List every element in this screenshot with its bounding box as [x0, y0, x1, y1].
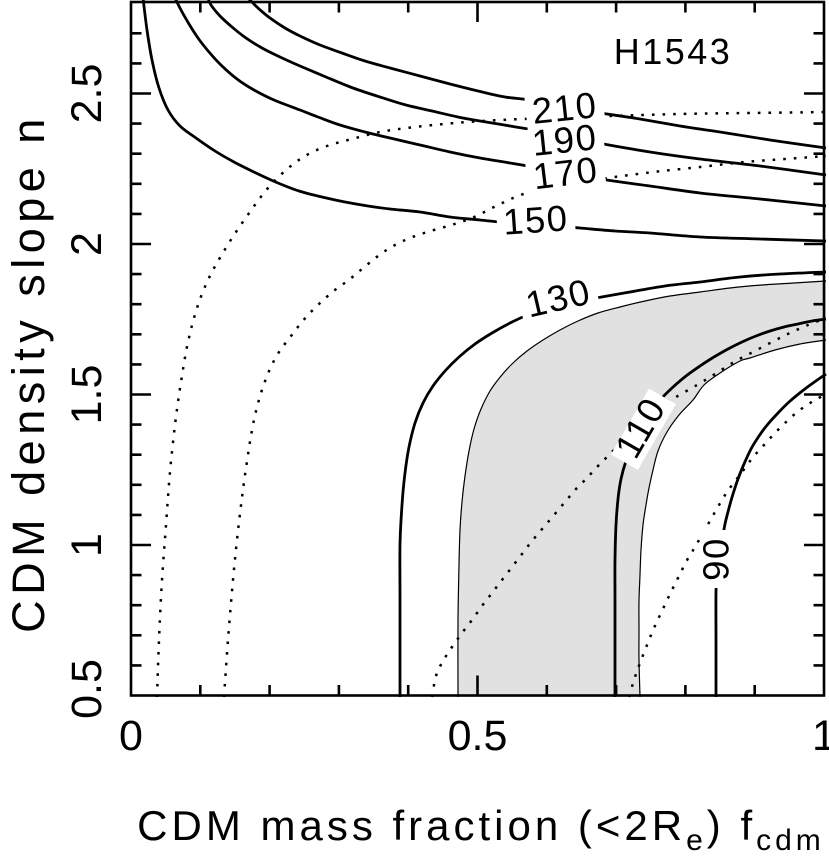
svg-text:2.5: 2.5: [63, 64, 111, 124]
svg-text:CDM mass fraction (<2Re) fcdm: CDM mass fraction (<2Re) fcdm: [137, 802, 825, 857]
svg-text:H1543: H1543: [614, 31, 733, 72]
svg-text:CDM density slope n: CDM density slope n: [3, 113, 54, 633]
svg-text:170: 170: [531, 149, 601, 198]
svg-text:1.5: 1.5: [63, 365, 111, 425]
svg-text:0.5: 0.5: [63, 659, 111, 719]
svg-text:190: 190: [530, 116, 599, 164]
svg-text:0: 0: [119, 712, 143, 760]
svg-text:150: 150: [502, 197, 570, 242]
svg-text:2: 2: [63, 232, 111, 256]
svg-text:0.5: 0.5: [448, 712, 508, 760]
svg-text:1: 1: [812, 712, 829, 760]
svg-text:1: 1: [63, 533, 111, 557]
svg-text:90: 90: [696, 537, 737, 581]
